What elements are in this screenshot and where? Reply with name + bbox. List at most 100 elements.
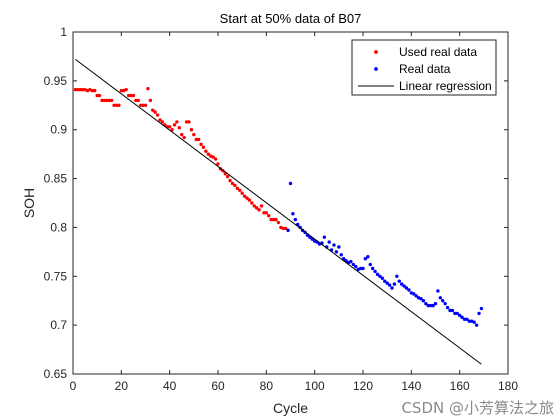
used-real-data-point <box>93 88 97 93</box>
used-real-data-point <box>153 110 157 114</box>
used-real-data-point <box>80 87 85 92</box>
used-real-data-point <box>281 226 285 231</box>
used-real-data-point <box>175 120 179 124</box>
chart-marks <box>73 58 484 365</box>
real-data-point <box>412 292 416 296</box>
real-data-point <box>322 235 327 239</box>
real-data-point <box>390 286 394 290</box>
used-real-data-point <box>143 103 148 107</box>
real-data-point <box>445 305 450 310</box>
used-real-data-point <box>100 98 104 103</box>
real-data-point <box>453 311 457 316</box>
x-tick-label: 20 <box>115 379 129 393</box>
used-real-data-point <box>138 103 143 107</box>
real-data-point <box>407 288 411 292</box>
real-data-point <box>460 315 464 320</box>
real-data-point <box>455 311 459 316</box>
used-real-data-point <box>196 137 201 142</box>
real-data-point <box>337 245 341 249</box>
real-data-point <box>479 306 484 311</box>
real-data-point <box>421 299 426 303</box>
y-tick-label: 0.7 <box>50 318 67 332</box>
used-real-data-point <box>136 98 140 103</box>
legend-point-marker <box>374 50 378 54</box>
x-axis-label: Cycle <box>273 400 308 416</box>
real-data-point <box>332 243 336 247</box>
real-data-point <box>419 297 423 301</box>
used-real-data-point <box>76 87 80 92</box>
used-real-data-point <box>167 125 172 129</box>
real-data-point <box>433 301 438 306</box>
real-data-point <box>426 303 430 308</box>
used-real-data-point <box>109 98 114 103</box>
used-real-data-point <box>213 157 218 161</box>
used-real-data-point <box>184 120 189 124</box>
used-real-data-point <box>148 98 153 103</box>
used-real-data-point <box>95 93 99 98</box>
used-real-data-point <box>105 98 109 103</box>
used-real-data-point <box>102 98 107 103</box>
used-real-data-point <box>114 103 119 107</box>
chart-title: Start at 50% data of B07 <box>220 11 362 26</box>
y-tick-label: 0.95 <box>44 74 68 88</box>
used-real-data-point <box>233 183 237 188</box>
used-real-data-point <box>211 155 215 159</box>
used-real-data-point <box>131 93 136 98</box>
used-real-data-point <box>112 103 116 107</box>
real-data-point <box>349 259 353 264</box>
real-data-point <box>467 319 472 323</box>
watermark: CSDN @小芳算法之旅 <box>401 399 554 417</box>
legend-label: Real data <box>399 62 451 76</box>
real-data-point <box>378 274 382 278</box>
used-real-data-point <box>126 93 131 98</box>
used-real-data-point <box>264 211 269 215</box>
used-real-data-point <box>259 204 264 208</box>
used-real-data-point <box>283 226 288 231</box>
used-real-data-point <box>146 86 150 91</box>
real-data-point <box>366 255 370 259</box>
x-tick-label: 40 <box>163 379 177 393</box>
used-real-data-point <box>199 142 203 147</box>
used-real-data-point <box>252 204 256 208</box>
used-real-data-point <box>158 118 162 122</box>
y-axis: 0.65 0.7 0.75 0.8 0.85 0.9 0.95 1 <box>44 25 508 381</box>
used-real-data-point <box>250 201 254 205</box>
real-data-point <box>424 301 428 306</box>
x-tick-label: 180 <box>498 379 518 393</box>
used-real-data-point <box>78 87 82 92</box>
y-tick-label: 1 <box>60 25 67 39</box>
real-data-point <box>358 266 363 271</box>
real-data-point <box>288 181 293 186</box>
used-real-data-point <box>262 211 266 215</box>
regression-line <box>75 58 482 365</box>
real-data-point <box>368 262 372 267</box>
y-tick-label: 0.75 <box>44 269 68 283</box>
used-real-data-point <box>134 98 138 103</box>
x-tick-label: 100 <box>305 379 325 393</box>
real-data-point <box>414 294 418 298</box>
used-real-data-point <box>238 188 242 192</box>
legend-point-marker <box>374 67 378 71</box>
used-real-data-point <box>182 135 186 140</box>
real-data-point <box>373 269 377 274</box>
real-data-point <box>402 284 406 288</box>
used-real-data-point <box>180 132 184 137</box>
used-real-data-point <box>269 217 273 222</box>
plot-frame <box>72 31 509 375</box>
y-tick-label: 0.65 <box>44 367 68 381</box>
used-real-data-point <box>141 103 145 107</box>
used-real-data-point <box>107 98 111 103</box>
used-real-data-point <box>172 123 177 127</box>
used-real-data-point <box>129 93 133 98</box>
real-data-point <box>380 276 385 280</box>
used-real-data-point <box>276 220 281 225</box>
legend-label: Linear regression <box>399 79 492 93</box>
real-data-point <box>361 266 365 271</box>
used-real-data-point <box>97 93 102 98</box>
real-data-point <box>399 282 404 286</box>
real-data-point <box>375 272 380 277</box>
real-data-point <box>441 299 445 303</box>
real-data-point <box>428 303 433 308</box>
y-tick-label: 0.85 <box>44 172 68 186</box>
